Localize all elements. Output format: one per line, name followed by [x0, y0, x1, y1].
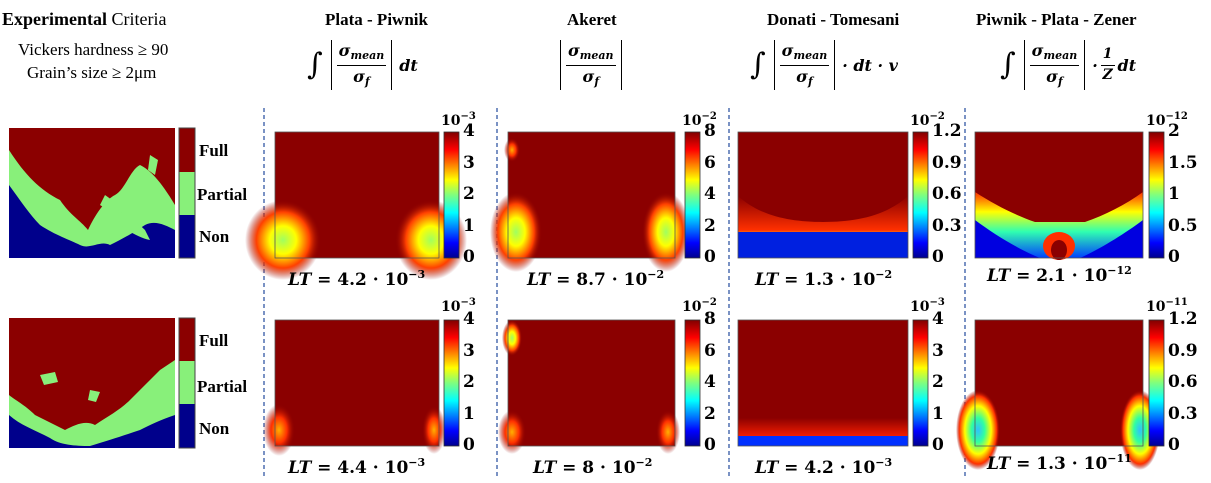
- colorbar-tick-label: 2: [704, 403, 716, 424]
- colorbar-tick-label: 1.2: [932, 121, 962, 141]
- colorbar-tick-label: 0: [1168, 247, 1180, 267]
- colorbar-tick-label: 0.9: [932, 152, 962, 173]
- category-bar-partial: [179, 172, 195, 215]
- lt-label: LT = 4.2 · 10−3: [288, 268, 426, 290]
- colorbar-tick-label: 0: [463, 435, 475, 455]
- category-non-label: Non: [199, 227, 230, 246]
- colorbar-tick-label: 8: [704, 121, 716, 141]
- colorbar-tick-label: 0.6: [932, 184, 962, 204]
- colorbar-exponent: 10−3: [441, 111, 476, 129]
- experimental-map-1: [9, 127, 196, 259]
- colorbar-tick-label: 2: [932, 372, 944, 392]
- column-title: Plata - Piwnik: [325, 10, 428, 29]
- colorbar-tick-label: 1: [463, 403, 475, 424]
- colorbar-tick-label: 8: [704, 309, 716, 329]
- colorbar-tick-label: 0: [932, 247, 944, 267]
- colorbar: [1148, 131, 1165, 259]
- colorbar-exponent: 10−3: [441, 297, 476, 315]
- map-plata-piwnik-2: [263, 319, 446, 456]
- map-akeret-2: [498, 319, 680, 454]
- colorbar: [1148, 319, 1165, 447]
- colorbar-tick-label: 0: [704, 435, 716, 455]
- category-non-label: Non: [199, 419, 230, 438]
- category-partial-label: Partial: [197, 185, 248, 204]
- colorbar-exponent: 10−2: [682, 111, 717, 129]
- category-full-label: Full: [199, 141, 229, 160]
- colorbar-tick-label: 0: [463, 247, 475, 267]
- lt-label: LT = 4.2 · 10−3: [755, 456, 893, 478]
- colorbar: [443, 319, 460, 447]
- colorbars: [443, 131, 1165, 447]
- colorbar: [684, 319, 701, 447]
- category-bar-full: [179, 128, 195, 172]
- colorbar-tick-label: 6: [704, 340, 716, 361]
- colorbar-tick-label: 2: [1168, 121, 1180, 141]
- colorbar: [443, 131, 460, 259]
- formula-akeret: σmean σf: [556, 40, 626, 90]
- lt-label: LT = 8.7 · 10−2: [527, 268, 665, 290]
- grain-size-criterion: Grain’s size ≥ 2μm: [27, 63, 157, 82]
- colorbar-tick-label: 3: [463, 340, 475, 361]
- colorbar-tick-label: 0.9: [1168, 340, 1198, 361]
- colorbar-tick-label: 0: [1168, 435, 1180, 455]
- formula-plata-piwnik: ∫ σmean σf dt: [307, 40, 418, 90]
- colorbar-tick-label: 6: [704, 152, 716, 173]
- colorbar: [912, 319, 929, 447]
- colorbar-tick-label: 0.3: [1168, 403, 1198, 424]
- colorbar-tick-label: 1: [1168, 184, 1180, 204]
- colorbar-tick-label: 2: [463, 184, 475, 204]
- colorbar-tick-label: 2: [463, 372, 475, 392]
- colorbar-tick-label: 1.5: [1168, 152, 1198, 173]
- colorbar-tick-label: 1: [932, 403, 944, 424]
- colorbar: [684, 131, 701, 259]
- colorbar-tick-label: 4: [463, 121, 475, 141]
- colorbar-tick-label: 4: [463, 309, 475, 329]
- lt-label: LT = 4.4 · 10−3: [288, 456, 426, 478]
- map-zener-1: [974, 131, 1144, 260]
- colorbar-exponent: 10−2: [910, 111, 945, 129]
- colorbar-tick-label: 0.3: [932, 215, 962, 236]
- colorbar-tick-label: 0.6: [1168, 372, 1198, 392]
- colorbar-exponent: 10−3: [910, 297, 945, 315]
- map-donati-tomesani-2: [737, 319, 909, 447]
- formula-donati-tomesani: ∫ σmean σf · dt · v: [750, 40, 898, 90]
- colorbar: [912, 131, 929, 259]
- category-partial-label: Partial: [197, 377, 248, 396]
- colorbar-tick-label: 4: [704, 184, 716, 204]
- map-plata-piwnik-1: [245, 131, 467, 280]
- column-title: Piwnik - Plata - Zener: [976, 10, 1137, 29]
- colorbar-tick-label: 0: [704, 247, 716, 267]
- colorbar-tick-label: 2: [704, 215, 716, 236]
- colorbar-exponent: 10−11: [1146, 297, 1188, 315]
- colorbar-tick-label: 3: [932, 340, 944, 361]
- colorbar-tick-label: 4: [932, 309, 944, 329]
- category-bar-non: [179, 215, 195, 258]
- colorbar-tick-label: 0: [932, 435, 944, 455]
- lt-label: LT = 8 · 10−2: [533, 456, 653, 478]
- map-akeret-1: [490, 131, 690, 272]
- vickers-hardness-criterion: Vickers hardness ≥ 90: [18, 40, 169, 59]
- category-full-label: Full: [199, 331, 229, 350]
- column-title: Akeret: [567, 10, 617, 29]
- experimental-title: Experimental Criteria: [2, 9, 167, 29]
- map-donati-tomesani-1: [737, 131, 909, 259]
- colorbar-tick-label: 4: [704, 372, 716, 392]
- lt-label: LT = 1.3 · 10−2: [755, 268, 893, 290]
- colorbar-tick-label: 1: [463, 215, 475, 236]
- map-zener-2: [956, 319, 1160, 470]
- experimental-map-2: [9, 317, 196, 449]
- colorbar-tick-label: 3: [463, 152, 475, 173]
- column-title: Donati - Tomesani: [767, 10, 900, 29]
- colorbar-exponent: 10−12: [1146, 111, 1188, 129]
- lt-label: LT = 1.3 · 10−11: [987, 452, 1132, 474]
- colorbar-exponent: 10−2: [682, 297, 717, 315]
- lt-label: LT = 2.1 · 10−12: [987, 264, 1132, 286]
- colorbar-tick-label: 0.5: [1168, 215, 1198, 236]
- colorbar-tick-label: 1.2: [1168, 309, 1198, 329]
